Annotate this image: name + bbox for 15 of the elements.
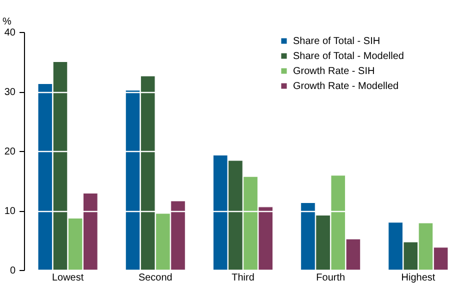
y-tick-label: 0 bbox=[10, 266, 16, 276]
y-tick-label: 20 bbox=[4, 146, 16, 158]
x-tick-label: Highest bbox=[401, 272, 436, 283]
y-tick-label: 40 bbox=[4, 28, 16, 38]
x-tick-label: Third bbox=[232, 272, 254, 283]
y-tick-label: 30 bbox=[4, 87, 16, 98]
y-tick-label: 10 bbox=[4, 206, 16, 217]
legend-label: Growth Rate - SIH bbox=[293, 66, 375, 77]
x-tick-label: Fourth bbox=[316, 272, 346, 283]
legend-label: Share of Total - Modelled bbox=[293, 51, 404, 62]
x-tick-label: Second bbox=[138, 272, 172, 283]
y-axis-title: % bbox=[2, 16, 12, 28]
x-tick-label: Lowest bbox=[52, 272, 84, 283]
legend-label: Share of Total - SIH bbox=[293, 36, 380, 47]
legend-label: Growth Rate - Modelled bbox=[293, 81, 399, 92]
